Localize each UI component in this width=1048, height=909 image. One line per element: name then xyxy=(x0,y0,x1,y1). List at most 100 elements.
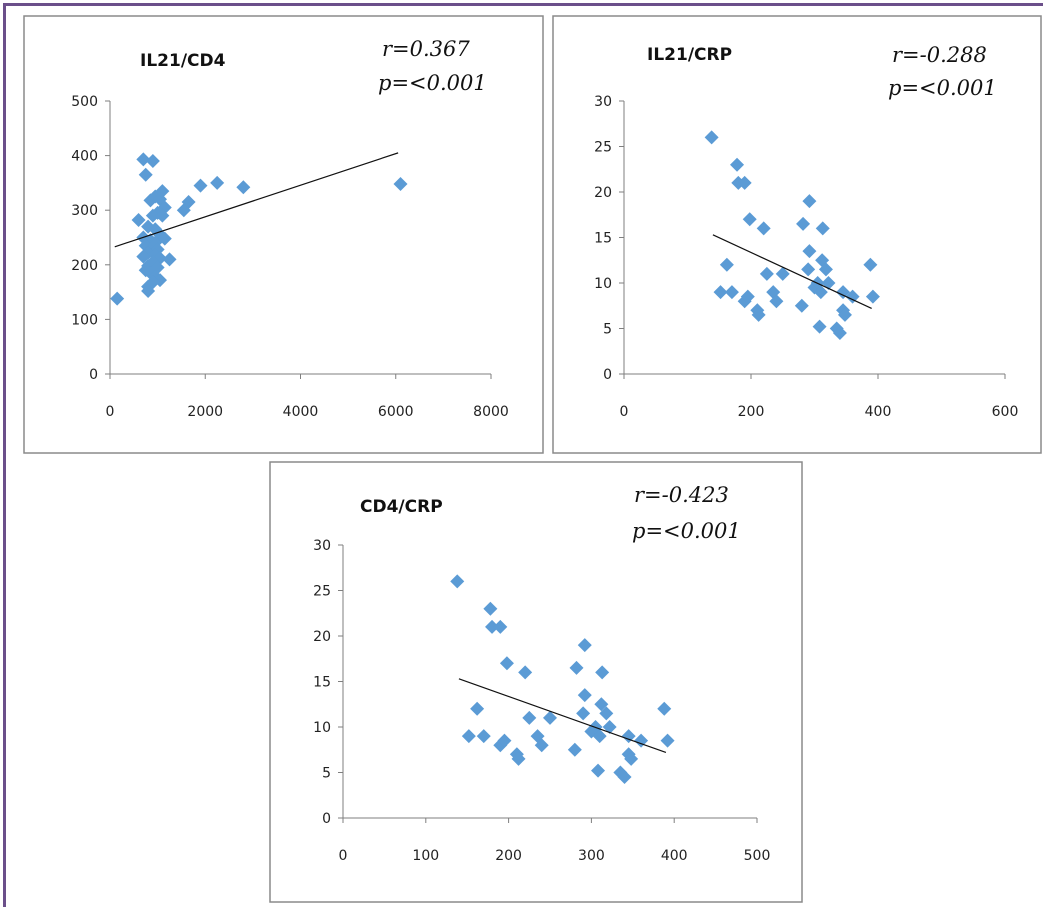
scatter-point xyxy=(602,720,617,734)
scatter-point xyxy=(815,221,830,236)
scatter-point xyxy=(865,289,880,304)
scatter-point xyxy=(476,729,491,744)
scatter-point xyxy=(162,252,177,267)
scatter-point xyxy=(145,208,160,223)
scatter-point xyxy=(740,289,755,304)
scatter-point xyxy=(812,319,827,334)
scatter-point xyxy=(713,285,728,300)
outer-frame xyxy=(3,3,1043,907)
scatter-point xyxy=(756,221,771,236)
y-tick-label: 10 xyxy=(594,276,612,292)
x-tick-label: 8000 xyxy=(473,404,509,420)
y-tick-label: 25 xyxy=(313,584,331,600)
trendline xyxy=(114,152,399,248)
marks xyxy=(110,152,408,306)
x-tick-label: 200 xyxy=(738,404,765,420)
scatter-point xyxy=(724,285,739,300)
scatter-point xyxy=(522,710,537,725)
scatter-point xyxy=(569,660,584,675)
x-tick-label: 400 xyxy=(661,848,688,864)
scatter-point xyxy=(131,213,146,228)
scatter-point xyxy=(543,710,557,725)
scatter-point xyxy=(470,701,485,716)
scatter-point xyxy=(802,244,817,259)
x-tick-label: 100 xyxy=(412,848,439,864)
scatter-point xyxy=(577,638,592,653)
scatter-point xyxy=(576,706,591,721)
scatter-point xyxy=(634,733,649,748)
scatter-point xyxy=(450,574,465,589)
x-tick-label: 400 xyxy=(865,404,892,420)
x-tick-label: 6000 xyxy=(378,404,414,420)
trendline xyxy=(458,678,667,754)
scatter-point xyxy=(497,733,512,748)
scatter-point xyxy=(567,742,582,757)
scatter-point xyxy=(845,289,860,304)
scatter-point xyxy=(155,184,170,199)
marks xyxy=(450,574,675,785)
chart-panel-il21-cd4: IL21/CD4 r=0.367 p=<0.001 0 100 200 300 400 5… xyxy=(23,15,544,454)
scatter-point xyxy=(836,285,851,300)
chart-title: IL21/CRP xyxy=(647,45,732,65)
scatter-point xyxy=(863,257,878,272)
scatter-point xyxy=(155,208,170,223)
x-tick-label: 0 xyxy=(339,848,348,864)
scatter-point xyxy=(499,656,514,671)
x-tick-label: 300 xyxy=(578,848,605,864)
scatter-point xyxy=(660,733,675,748)
scatter-point xyxy=(592,729,607,744)
scatter-point xyxy=(136,152,151,167)
x-tick-label: 2000 xyxy=(187,404,223,420)
stat-r: r=-0.288 xyxy=(892,43,987,67)
scatter-point xyxy=(813,285,828,300)
scatter-point xyxy=(236,180,251,195)
scatter-point xyxy=(751,307,766,322)
scatter-point xyxy=(775,266,790,281)
scatter-point xyxy=(136,249,151,264)
scatter-point xyxy=(534,738,549,753)
scatter-point xyxy=(802,194,817,209)
scatter-point xyxy=(794,298,809,313)
scatter-point xyxy=(141,284,156,299)
y-tick-label: 20 xyxy=(594,185,612,201)
chart-panel-il21-crp: IL21/CRP r=-0.288 p=<0.001 0510152025300… xyxy=(552,15,1042,454)
panel-border xyxy=(269,461,803,903)
y-tick-label: 15 xyxy=(594,231,612,247)
scatter-point xyxy=(577,688,592,703)
scatter-point xyxy=(210,175,225,190)
scatter-point xyxy=(461,729,476,744)
stat-p: p=<0.001 xyxy=(378,71,487,95)
scatter-point xyxy=(518,665,533,680)
stat-r: r=-0.423 xyxy=(634,483,729,507)
scatter-point xyxy=(737,175,752,190)
y-tick-label: 500 xyxy=(71,94,98,110)
scatter-point xyxy=(594,697,609,712)
scatter-point xyxy=(719,257,734,272)
scatter-point xyxy=(624,751,639,766)
x-tick-label: 600 xyxy=(992,404,1019,420)
x-tick-label: 0 xyxy=(620,404,629,420)
scatter-point xyxy=(110,291,125,306)
scatter-point xyxy=(621,729,636,744)
scatter-point xyxy=(591,763,606,778)
scatter-point xyxy=(832,326,847,341)
scatter-point xyxy=(730,157,745,172)
scatter-point xyxy=(617,770,632,785)
x-tick-label: 4000 xyxy=(283,404,319,420)
scatter-point xyxy=(801,262,816,277)
y-tick-label: 100 xyxy=(71,312,98,328)
chart-title: IL21/CD4 xyxy=(140,51,226,71)
scatter-point xyxy=(157,231,172,246)
scatter-point xyxy=(769,294,784,309)
scatter-point xyxy=(837,307,852,322)
y-tick-label: 5 xyxy=(603,322,612,338)
scatter-point xyxy=(796,216,811,231)
scatter-point xyxy=(818,262,833,277)
y-tick-label: 0 xyxy=(603,367,612,383)
scatter-point xyxy=(393,176,408,191)
x-tick-label: 0 xyxy=(106,404,115,420)
scatter-point xyxy=(759,266,774,281)
